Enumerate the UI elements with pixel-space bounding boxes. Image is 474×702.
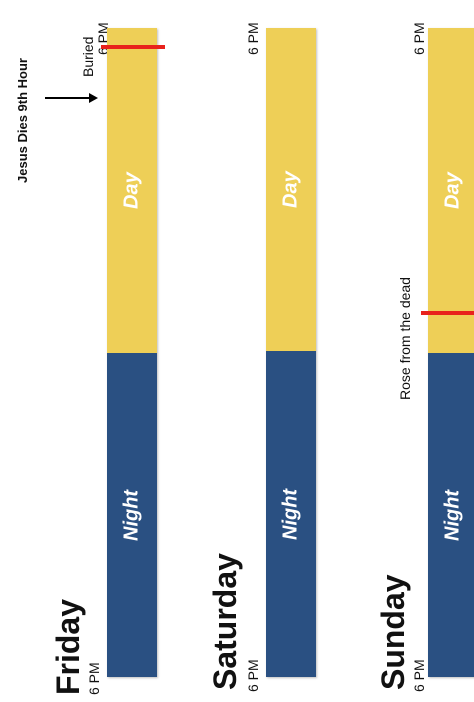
annotation-arrow	[45, 97, 90, 99]
sunday-day-segment	[428, 28, 474, 353]
saturday-bar: Day Night	[266, 28, 316, 677]
friday-day-segment	[107, 28, 157, 353]
sunday-night-segment	[428, 353, 474, 677]
saturday-night-segment	[266, 351, 316, 677]
saturday-start-time: 6 PM	[245, 659, 261, 692]
friday-bar: Day Night	[107, 28, 157, 677]
annotation-arrow-head	[89, 93, 98, 103]
friday-buried-marker	[101, 45, 165, 49]
saturday-day-label: Day	[279, 171, 302, 208]
sunday-night-label: Night	[441, 489, 464, 541]
annotation-jesus-dies: Jesus Dies 9th Hour	[15, 58, 30, 183]
saturday-day-segment	[266, 28, 316, 351]
saturday-end-time: 6 PM	[245, 22, 261, 55]
sunday-title: Sunday	[375, 574, 411, 690]
friday-title: Friday	[50, 598, 86, 695]
friday-night-label: Night	[120, 489, 143, 541]
friday-day-label: Day	[120, 172, 143, 209]
sunday-start-time: 6 PM	[411, 659, 427, 692]
sunday-resurrection-marker	[421, 311, 474, 315]
saturday-night-label: Night	[279, 488, 302, 540]
sunday-bar: Day Night	[428, 28, 474, 677]
saturday-title: Saturday	[207, 553, 243, 690]
friday-night-segment	[107, 353, 157, 677]
friday-event-label: Buried	[80, 36, 96, 77]
sunday-day-label: Day	[441, 172, 464, 209]
sunday-event-label: Rose from the dead	[397, 277, 413, 400]
sunday-end-time: 6 PM	[411, 22, 427, 55]
friday-start-time: 6 PM	[86, 662, 102, 695]
